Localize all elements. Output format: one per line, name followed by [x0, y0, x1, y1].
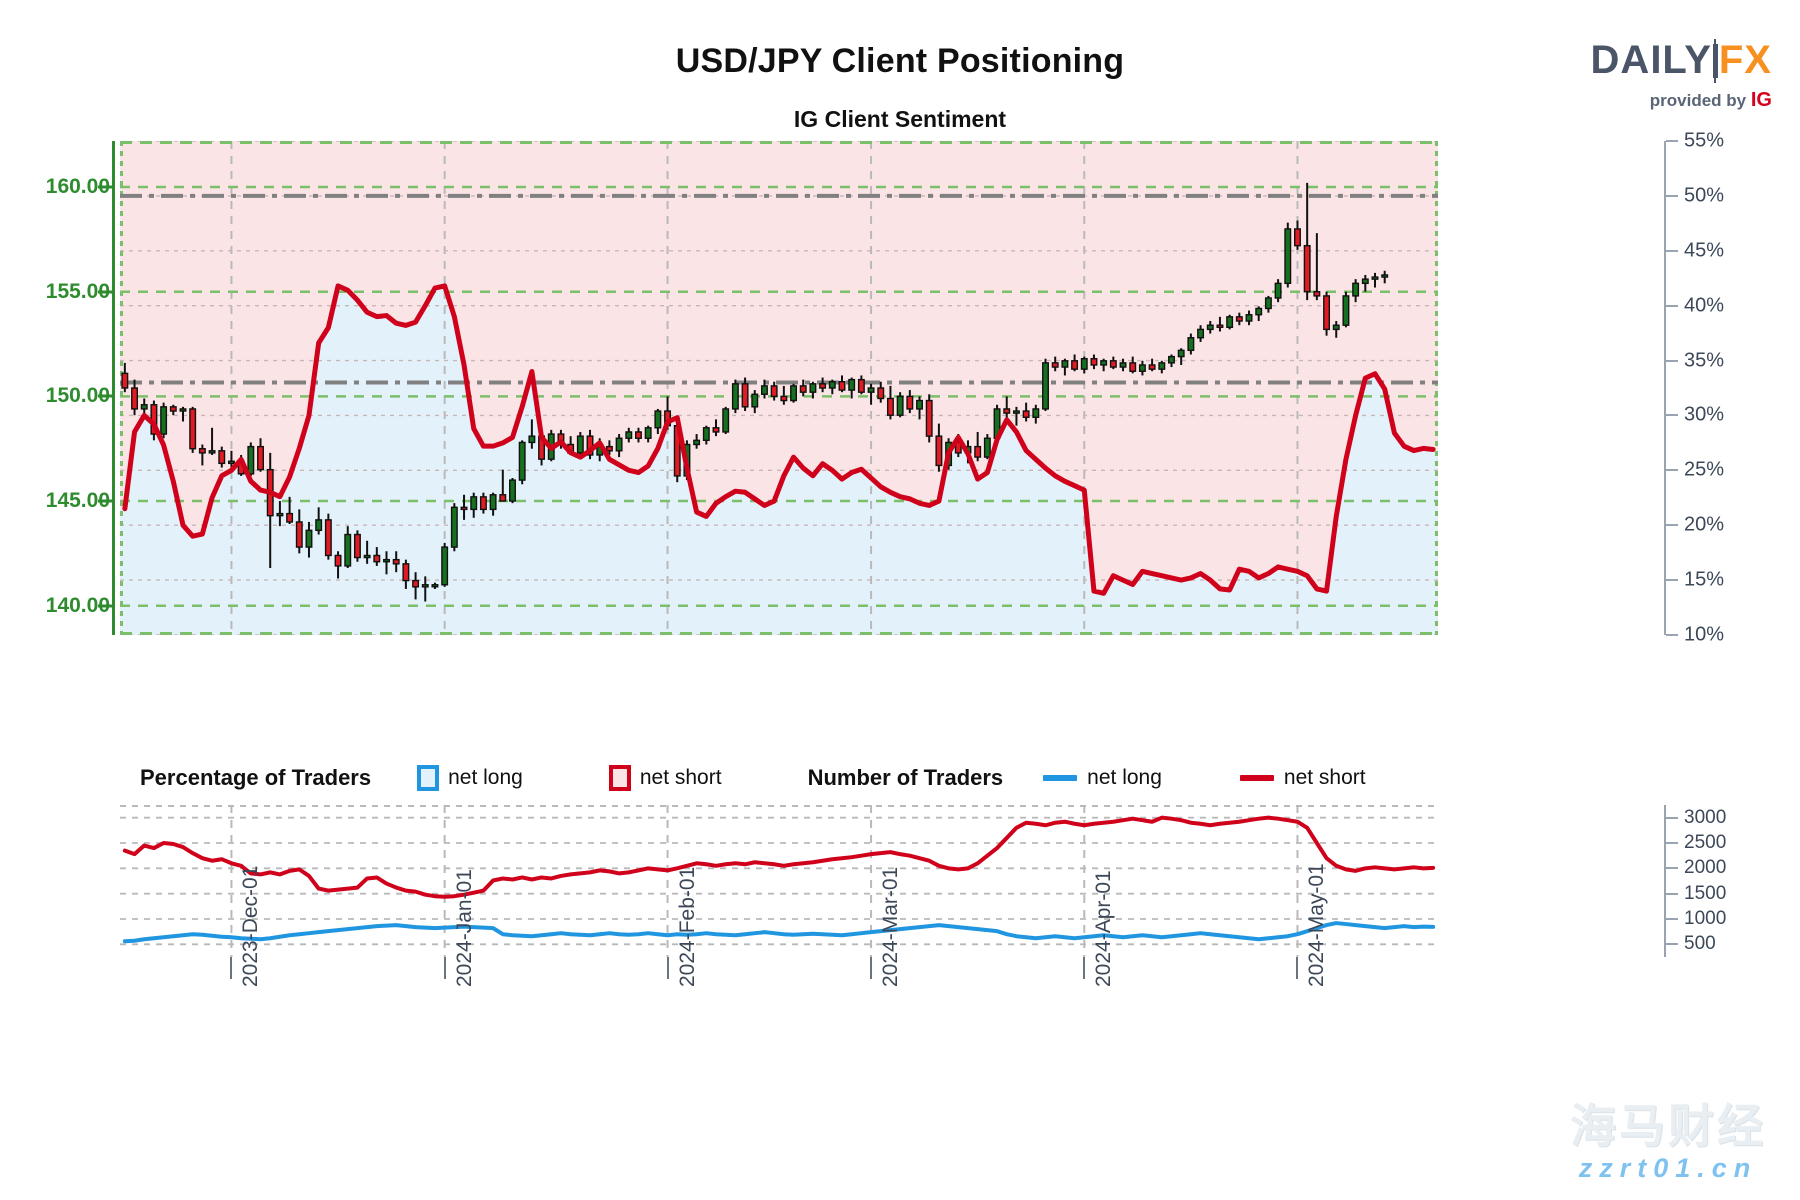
percent-axis-tick: [1666, 249, 1678, 252]
legend-pct-net-long[interactable]: net long: [417, 765, 523, 791]
lower-chart-svg: [120, 805, 1438, 957]
x-axis-tick-label: 2024-Mar-01: [879, 866, 903, 987]
net-short-box-icon: [608, 765, 631, 791]
traders-axis-tick: [1666, 867, 1678, 870]
traders-axis-tick: [1666, 918, 1678, 920]
price-axis-tick-label: 150.00: [45, 384, 110, 408]
traders-axis-tick: [1666, 892, 1678, 895]
chart-subtitle: IG Client Sentiment: [793, 106, 1007, 132]
brand-fx-text: FX: [1718, 38, 1772, 82]
watermark-brand: 海马财经: [1570, 1100, 1766, 1152]
x-axis-tick-label: 2024-Jan-01: [452, 869, 476, 987]
dailyfx-logo: DAILY FX provided by IG: [1590, 38, 1772, 111]
main-chart-svg: [120, 141, 1438, 635]
percent-axis-tick: [1666, 194, 1678, 197]
price-axis-tick-label: 140.00: [45, 593, 110, 617]
legend-percentage-title: Percentage of Traders: [140, 765, 372, 790]
traders-axis-tick-label: 1500: [1684, 882, 1727, 904]
x-axis-tick: [870, 957, 873, 979]
chart-legend: Percentage of Traders net long net short…: [140, 760, 1460, 796]
price-axis-tick: [98, 499, 112, 503]
legend-pct-net-long-label: net long: [448, 766, 523, 789]
percent-axis-tick: [1666, 359, 1678, 362]
watermark-url: zzrt01.cn: [1578, 1153, 1758, 1183]
price-axis-tick-label: 155.00: [45, 279, 110, 303]
percent-axis-tick: [1666, 140, 1678, 142]
traders-axis-tick-label: 2500: [1684, 832, 1727, 853]
legend-num-net-long-label: net long: [1087, 766, 1162, 789]
brand-ig-text: IG: [1750, 89, 1772, 111]
percent-axis-tick: [1666, 414, 1678, 417]
watermark: 海马财经 zzrt01.cn: [1570, 1103, 1766, 1182]
x-axis-tick: [1083, 957, 1086, 979]
percent-axis-tick-label: 40%: [1684, 294, 1725, 317]
percent-axis-tick-label: 25%: [1684, 458, 1725, 481]
net-long-line-icon: [1043, 775, 1078, 781]
traders-axis-tick-label: 1000: [1684, 908, 1727, 929]
brand-provided-text: provided by: [1649, 91, 1747, 110]
traders-axis-tick: [1666, 816, 1678, 819]
brand-daily-text: DAILY: [1590, 38, 1712, 82]
price-axis-line: [112, 141, 115, 635]
price-axis-tick: [98, 185, 112, 189]
legend-pct-net-short[interactable]: net short: [608, 765, 722, 791]
net-long-box-icon: [417, 765, 440, 791]
price-sentiment-chart: [120, 141, 1438, 635]
traders-axis-tick-label: 3000: [1684, 806, 1727, 828]
number-of-traders-chart: [120, 805, 1438, 957]
x-axis-tick-label: 2024-Apr-01: [1092, 870, 1116, 987]
percent-axis-tick-label: 35%: [1684, 349, 1725, 372]
percent-axis-tick-label: 10%: [1684, 623, 1725, 646]
traders-axis-tick-label: 2000: [1684, 857, 1727, 879]
percent-axis-tick: [1666, 634, 1678, 636]
traders-axis-line: [1664, 805, 1666, 957]
traders-axis-tick: [1666, 842, 1678, 844]
percent-axis-tick: [1666, 524, 1678, 527]
percent-axis-tick: [1666, 579, 1678, 582]
percent-axis-tick-label: 30%: [1684, 403, 1725, 426]
legend-num-net-short[interactable]: net short: [1239, 766, 1366, 790]
price-axis-tick: [98, 604, 112, 608]
x-axis-tick: [230, 957, 233, 979]
x-axis-tick-label: 2024-May-01: [1305, 863, 1329, 987]
percent-axis-tick-label: 50%: [1684, 184, 1725, 207]
percent-axis-tick-label: 55%: [1684, 129, 1725, 152]
legend-number-title: Number of Traders: [807, 765, 1004, 790]
percent-axis-line: [1664, 141, 1666, 635]
legend-num-net-short-label: net short: [1283, 766, 1366, 789]
legend-num-net-long[interactable]: net long: [1043, 766, 1162, 790]
candlestick-icon: [1712, 39, 1718, 83]
page-title: USD/JPY Client Positioning: [675, 42, 1125, 80]
price-axis-tick: [98, 394, 112, 398]
x-axis-tick: [443, 957, 446, 979]
traders-axis-tick-label: 500: [1684, 933, 1716, 955]
x-axis-tick: [666, 957, 669, 979]
x-axis-tick-label: 2024-Feb-01: [675, 866, 699, 987]
price-axis-tick: [98, 290, 112, 294]
legend-pct-net-short-label: net short: [639, 766, 722, 789]
traders-axis-tick: [1666, 943, 1678, 946]
percent-axis-tick-label: 20%: [1684, 513, 1725, 536]
price-axis-tick-label: 160.00: [45, 175, 110, 199]
net-short-line-icon: [1239, 775, 1274, 781]
percent-axis-tick: [1666, 304, 1678, 307]
x-axis-tick-label: 2023-Dec-01: [239, 865, 263, 987]
percent-axis-tick-label: 45%: [1684, 239, 1725, 262]
price-axis-tick-label: 145.00: [45, 489, 110, 513]
percent-axis-tick: [1666, 469, 1678, 472]
x-axis-tick: [1296, 957, 1299, 979]
percent-axis-tick-label: 15%: [1684, 568, 1725, 591]
